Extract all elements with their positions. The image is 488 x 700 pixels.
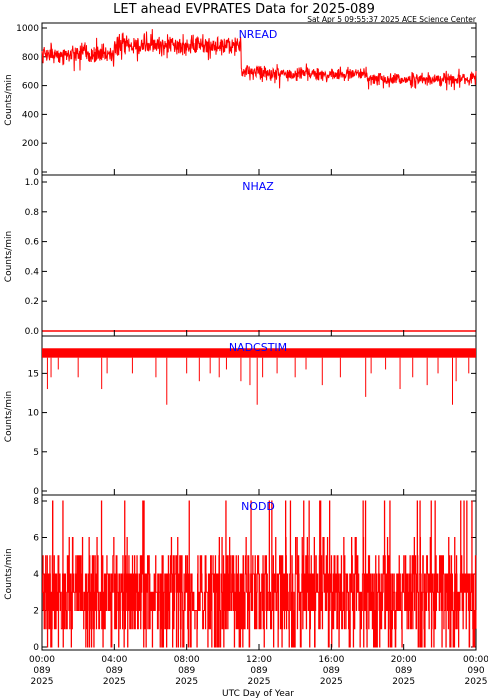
panels: 02004006008001000Counts/minNREAD0.00.20.… — [4, 22, 477, 653]
x-tick-label: 089 — [106, 666, 123, 676]
x-tick-label: 089 — [178, 666, 195, 676]
x-axis: 00:00089202504:00089202508:00089202512:0… — [29, 655, 488, 687]
x-tick-label: 2025 — [320, 677, 343, 687]
x-tick-label: 00:00 — [463, 655, 488, 665]
y-tick-label: 4 — [33, 570, 39, 580]
y-tick-label: 0 — [33, 643, 39, 653]
y-tick-label: 800 — [22, 53, 39, 63]
chart-timestamp: Sat Apr 5 09:55:37 2025 ACE Science Cent… — [307, 15, 477, 24]
panel-nread: 0 200 400 600 800 1000 Counts/min NREAD — [4, 22, 477, 178]
y-axis-label: Counts/min — [4, 548, 14, 599]
y-tick-label: 1.0 — [25, 178, 40, 188]
panel-label: NADCSTIM — [229, 341, 287, 354]
panel-label: NODD — [241, 500, 275, 513]
x-tick-label: 20:00 — [391, 655, 417, 665]
y-tick-label: 400 — [22, 110, 39, 120]
x-tick-label: 2025 — [31, 677, 54, 687]
x-tick-label: 04:00 — [101, 655, 127, 665]
y-axis-label: Counts/min — [4, 74, 14, 125]
y-tick-label: 0 — [33, 168, 39, 178]
x-tick-label: 089 — [323, 666, 340, 676]
x-tick-label: 08:00 — [174, 655, 200, 665]
y-tick-label: 0.6 — [25, 238, 40, 248]
series-band — [42, 348, 476, 358]
x-axis-label: UTC Day of Year — [222, 689, 294, 699]
panel-nadcstim: 0 5 10 15 Counts/min NADCSTIM — [4, 335, 477, 497]
x-tick-label: 2025 — [392, 677, 415, 687]
x-tick-label: 16:00 — [318, 655, 344, 665]
panel-label: NHAZ — [242, 180, 274, 193]
x-tick-label: 2025 — [175, 677, 198, 687]
x-tick-label: 089 — [395, 666, 412, 676]
panel-nodd: 0 2 4 6 8 Counts/min NODD — [4, 494, 477, 653]
y-tick-label: 600 — [22, 82, 39, 92]
y-tick-label: 15 — [28, 369, 39, 379]
y-tick-label: 0.8 — [25, 208, 40, 218]
y-tick-label: 2 — [33, 607, 39, 617]
y-axis-label: Counts/min — [4, 391, 14, 442]
y-tick-label: 5 — [33, 448, 39, 458]
series-line — [41, 29, 477, 91]
x-tick-label: 00:00 — [29, 655, 55, 665]
panel-frame — [41, 22, 477, 176]
x-tick-label: 090 — [467, 666, 484, 676]
chart-title: LET ahead EVPRATES Data for 2025-089 — [113, 2, 375, 17]
x-tick-label: 12:00 — [246, 655, 272, 665]
y-tick-label: 200 — [22, 139, 39, 149]
panel-label: NREAD — [239, 28, 278, 41]
y-tick-label: 0.0 — [25, 327, 40, 337]
x-tick-label: 2025 — [103, 677, 126, 687]
y-tick-label: 0 — [33, 487, 39, 497]
y-tick-label: 1000 — [16, 24, 39, 34]
y-tick-label: 6 — [33, 534, 39, 544]
y-tick-label: 0.2 — [25, 297, 39, 307]
panel-nhaz: 0.0 0.2 0.4 0.6 0.8 1.0 Counts/min NHAZ — [4, 174, 477, 337]
panel-frame — [41, 174, 477, 337]
y-tick-label: 0.4 — [25, 267, 40, 277]
y-axis-label: Counts/min — [4, 231, 14, 282]
x-tick-label: 089 — [33, 666, 50, 676]
y-tick-label: 8 — [33, 497, 39, 507]
x-tick-label: 089 — [250, 666, 267, 676]
x-tick-label: 2025 — [248, 677, 271, 687]
x-tick-label: 2025 — [465, 677, 488, 687]
series-line — [42, 500, 477, 648]
y-tick-label: 10 — [28, 409, 40, 419]
